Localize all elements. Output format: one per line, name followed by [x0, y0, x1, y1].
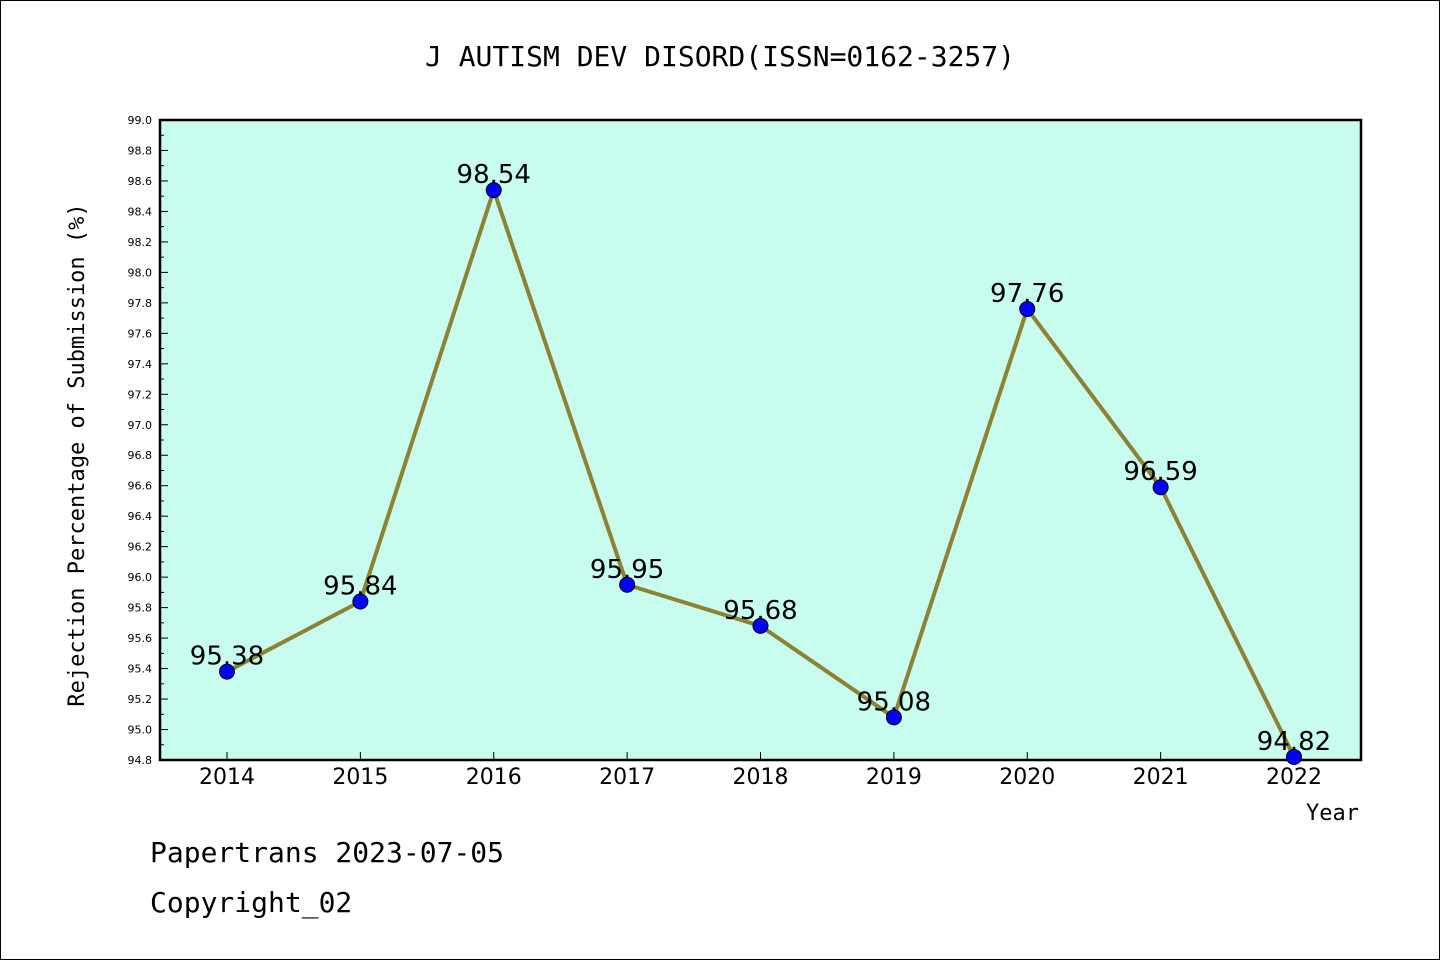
data-point [1019, 300, 1036, 317]
y-tick-label: 96.8 [128, 449, 153, 462]
data-point [1286, 748, 1302, 765]
data-point [485, 182, 502, 199]
data-point [352, 593, 369, 610]
y-tick-label: 96.2 [128, 541, 153, 554]
y-tick-label: 96.0 [128, 571, 153, 584]
y-tick-label: 95.2 [128, 693, 153, 706]
chart-title: J AUTISM DEV DISORD(ISSN=0162-3257) [425, 40, 1015, 73]
data-label: 95.84 [323, 572, 397, 602]
y-axis-label: Rejection Percentage of Submission (%) [65, 203, 90, 706]
x-tick-label: 2020 [999, 765, 1055, 790]
y-tick-label: 98.0 [128, 266, 153, 279]
y-tick-label: 98.4 [128, 205, 153, 218]
data-point [219, 663, 235, 680]
x-tick-label: 2022 [1266, 765, 1322, 790]
y-tick-label: 97.6 [128, 327, 153, 340]
y-tick-label: 97.0 [128, 419, 153, 432]
y-tick-label: 97.4 [128, 358, 153, 371]
y-tick-label: 96.6 [128, 480, 153, 493]
y-tick-label: 96.4 [128, 510, 153, 523]
y-tick-label: 98.8 [128, 144, 153, 157]
x-tick-label: 2015 [332, 765, 388, 790]
series-line-group [219, 182, 1302, 765]
y-tick-label: 95.8 [128, 602, 153, 615]
data-point [885, 709, 902, 726]
y-tick-label: 97.8 [128, 297, 153, 310]
x-axis-label: Year [1306, 801, 1359, 826]
data-label: 96.59 [1123, 457, 1197, 487]
x-tick-label: 2021 [1133, 765, 1189, 790]
y-tick-label: 97.2 [128, 388, 153, 401]
data-point [619, 576, 636, 593]
data-label: 98.54 [457, 160, 531, 190]
x-tick-label: 2019 [866, 765, 922, 790]
data-label: 95.08 [857, 687, 931, 717]
data-point [752, 617, 769, 634]
y-tick-label: 95.4 [128, 663, 153, 676]
data-point [1152, 479, 1169, 496]
y-tick-label: 98.2 [128, 236, 153, 249]
x-tick-label: 2016 [466, 765, 522, 790]
data-label-group: 95.38 95.84 98.54 95.95 95.68 95.08 97.76 96.59… [190, 160, 1331, 757]
y-tick-label: 99.0 [128, 114, 153, 127]
x-tick-label: 2018 [733, 765, 789, 790]
y-tick-label: 94.8 [128, 754, 153, 767]
data-label: 94.82 [1257, 727, 1331, 757]
data-label: 95.68 [723, 596, 797, 626]
plot-area [158, 118, 1363, 762]
x-tick-label: 2017 [599, 765, 655, 790]
y-tick-label: 98.6 [128, 175, 153, 188]
y-tick-label: 95.0 [128, 724, 153, 737]
data-label: 95.95 [590, 555, 664, 585]
footer-copyright: Copyright_02 [150, 886, 353, 919]
x-axis: 2014 2015 2016 2017 2018 2019 2020 2021 2022 [199, 752, 1322, 790]
x-tick-label: 2014 [199, 765, 255, 790]
y-axis: 94.8 95.0 95.2 95.4 95.6 95.8 96.0 96.2 96.4 96.6… [128, 114, 168, 767]
footer-date: Papertrans 2023-07-05 [150, 836, 505, 869]
data-label: 97.76 [990, 279, 1064, 309]
data-label: 95.38 [190, 642, 264, 672]
y-tick-label: 95.6 [128, 632, 153, 645]
